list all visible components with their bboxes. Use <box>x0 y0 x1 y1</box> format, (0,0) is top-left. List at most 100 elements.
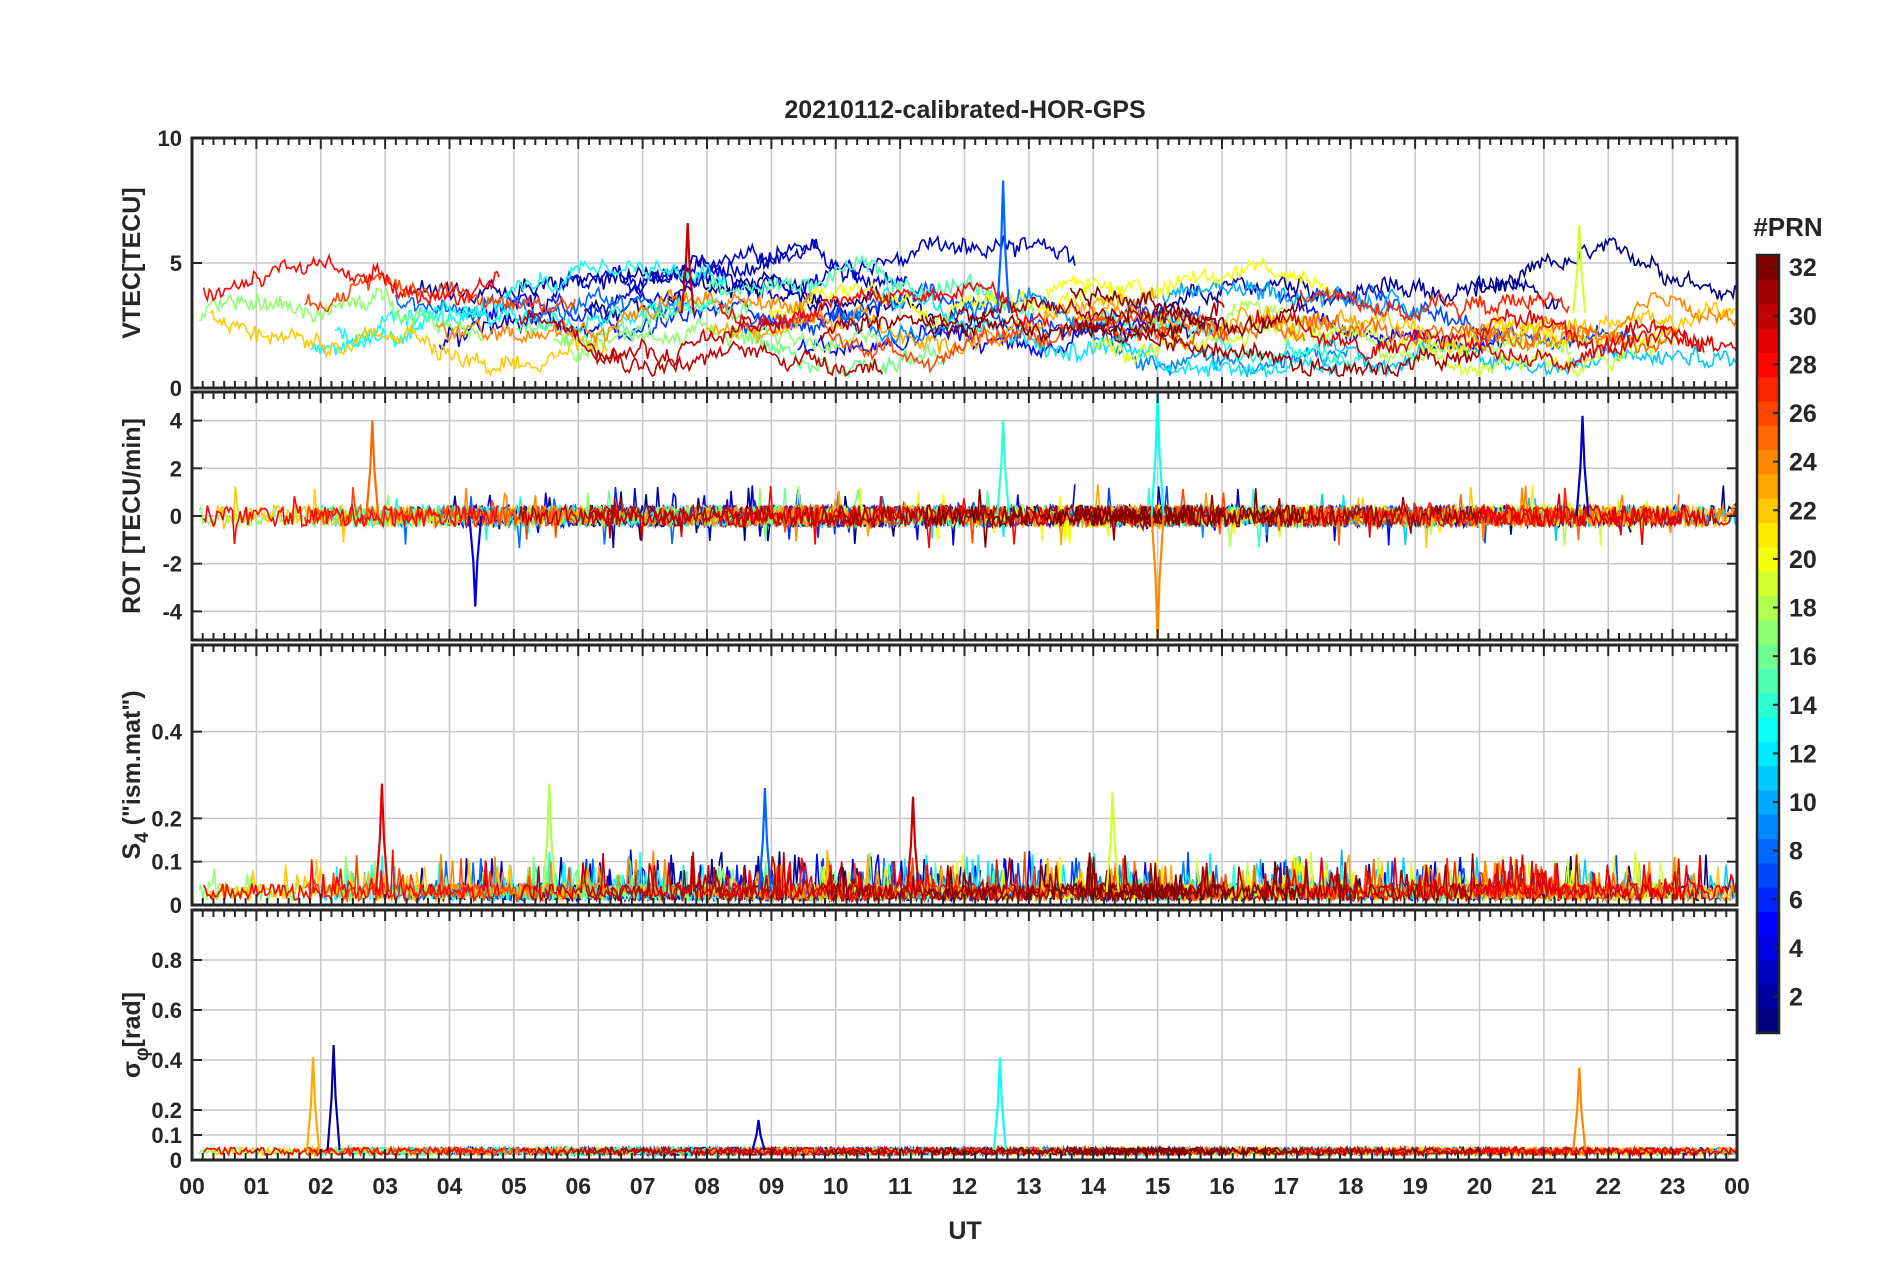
panel-vtec: 0 5 10 VTEC[TECU] <box>118 126 1739 401</box>
colorbar-tick-label: 24 <box>1789 449 1817 477</box>
colorbar-label: #PRN <box>1753 212 1822 242</box>
peak-mark <box>365 420 380 517</box>
series-line-prn-26 <box>304 855 576 904</box>
colorbar-tick-label: 22 <box>1789 497 1817 525</box>
colorbar-tick-label: 2 <box>1789 984 1803 1012</box>
y-tick-label: 0.6 <box>151 998 182 1023</box>
peak-mark <box>996 180 1011 314</box>
series-line-prn-29 <box>1255 854 1704 904</box>
x-tick-label: 07 <box>630 1173 656 1199</box>
colorbar-tick-label: 20 <box>1789 546 1817 574</box>
y-tick-label: 4 <box>170 409 183 434</box>
x-tick-label: 20 <box>1467 1173 1493 1199</box>
colorbar-band <box>1757 425 1779 451</box>
colorbar-tick-label: 32 <box>1789 254 1817 282</box>
series-line-prn-9 <box>840 287 1349 379</box>
x-tick-label: 08 <box>694 1173 720 1199</box>
peak-mark <box>1572 225 1587 314</box>
series-line-prn-31 <box>1074 317 1484 378</box>
series-line-prn-23 <box>705 287 1159 355</box>
colorbar-band <box>1757 668 1779 694</box>
x-tick-label: 17 <box>1274 1173 1300 1199</box>
y-axis-label-rest: ("ism.mat") <box>118 690 146 832</box>
peak-mark <box>1572 1067 1587 1151</box>
series-group <box>198 392 1737 640</box>
colorbar-band <box>1757 862 1779 888</box>
colorbar-tick-label: 14 <box>1789 692 1817 720</box>
y-axis-label-rest: [rad] <box>118 992 146 1048</box>
x-tick-label: 03 <box>372 1173 398 1199</box>
peak-mark <box>1105 792 1120 893</box>
y-axis-label-sigma_phi: σφ[rad] <box>118 992 153 1078</box>
y-tick-label: 5 <box>170 251 182 276</box>
colorbar-tick-label: 10 <box>1789 789 1817 817</box>
y-tick-label: -2 <box>162 552 182 577</box>
colorbar-band <box>1757 327 1779 353</box>
peak-mark <box>751 1119 766 1151</box>
colorbar-band <box>1757 960 1779 985</box>
y-tick-label: 0.8 <box>151 948 182 973</box>
y-axis-label-subscript: 4 <box>132 832 153 843</box>
series-line-prn-8 <box>395 285 690 326</box>
peak-mark <box>905 796 921 893</box>
colorbar-band <box>1757 789 1779 815</box>
x-tick-label: 00 <box>179 1173 205 1199</box>
series-line-prn-31 <box>819 296 1225 341</box>
series-line-prn-32 <box>924 489 1187 548</box>
series-line-prn-18 <box>1225 298 1573 365</box>
y-tick-label: 2 <box>170 456 182 481</box>
colorbar-band <box>1757 400 1779 426</box>
peak-mark <box>757 787 772 893</box>
colorbar-band <box>1757 546 1779 572</box>
colorbar-band <box>1757 911 1779 937</box>
series-line-prn-30 <box>586 852 782 902</box>
peak-mark <box>680 222 695 314</box>
series-line-prn-20 <box>1045 256 1333 301</box>
peak-mark <box>996 420 1011 517</box>
panel-sigma_phi: 00.10.2 0.4 0.6 0.8 σφ[rad] 00 01 02 03 04 05 06 07 0… <box>118 908 1750 1199</box>
x-tick-label: 04 <box>437 1173 463 1199</box>
series-line-prn-30 <box>518 851 883 904</box>
series-line-prn-2 <box>1101 273 1561 344</box>
x-tick-label: 14 <box>1080 1173 1106 1199</box>
series-line-prn-29 <box>1475 308 1737 357</box>
colorbar-band <box>1757 279 1779 305</box>
colorbar-band <box>1757 887 1779 913</box>
x-tick-label: 22 <box>1595 1173 1621 1199</box>
peak-mark <box>1150 392 1165 517</box>
y-tick-label: 0.1 <box>151 850 182 875</box>
series-group <box>199 180 1737 379</box>
series-line-prn-29 <box>1475 854 1737 903</box>
series-line-prn-17 <box>552 317 880 364</box>
series-line-prn-28 <box>202 849 500 903</box>
series-line-prn-15 <box>707 254 1035 318</box>
panel-s4: 00.10.20.4S4 ("ism.mat") <box>118 643 1739 918</box>
peak-mark <box>1575 415 1590 517</box>
colorbar-tick-label: 28 <box>1789 351 1817 379</box>
colorbar-band <box>1757 765 1779 791</box>
series-line-prn-27 <box>1299 286 1570 322</box>
colorbar-band <box>1757 692 1779 718</box>
y-tick-label: 0 <box>170 504 182 529</box>
colorbar-band <box>1757 498 1779 524</box>
colorbar-band <box>1757 376 1779 402</box>
colorbar-band <box>1757 741 1779 767</box>
peak-mark <box>305 1057 321 1151</box>
colorbar-tick-label: 4 <box>1789 935 1803 963</box>
colorbar-band <box>1757 814 1779 840</box>
chart-title: 20210112-calibrated-HOR-GPS <box>784 96 1145 124</box>
series-line-prn-1 <box>1473 237 1737 302</box>
panel-rot: -4 -2 0 2 4 ROT [TECU/min] <box>118 390 1739 642</box>
colorbar-band <box>1757 352 1779 378</box>
colorbar-band <box>1757 255 1779 280</box>
y-tick-label: 0.2 <box>151 1098 182 1123</box>
colorbar-band <box>1757 935 1779 961</box>
colorbar-band <box>1757 571 1779 596</box>
colorbar-band <box>1757 984 1779 1010</box>
colorbar-tick-label: 8 <box>1789 838 1803 866</box>
series-line-prn-28 <box>202 495 500 545</box>
series-line-prn-20 <box>768 279 1128 330</box>
x-axis-label: UT <box>948 1217 981 1245</box>
y-tick-label: 0.1 <box>151 1123 182 1148</box>
